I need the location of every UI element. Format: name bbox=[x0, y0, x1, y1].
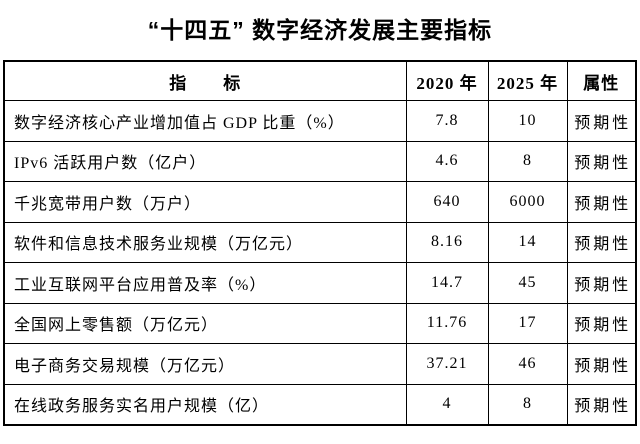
header-attribute: 属性 bbox=[566, 60, 637, 101]
table-row: 数字经济核心产业增加值占 GDP 比重（%） 7.8 10 预期性 bbox=[3, 100, 637, 142]
value-2020-cell: 14.7 bbox=[405, 262, 489, 304]
attribute-cell: 预期性 bbox=[566, 383, 637, 426]
table-row: 工业互联网平台应用普及率（%） 14.7 45 预期性 bbox=[3, 262, 637, 304]
attribute-cell: 预期性 bbox=[566, 343, 637, 385]
indicator-cell: 软件和信息技术服务业规模（万亿元） bbox=[3, 221, 407, 263]
table-row: 在线政务服务实名用户规模（亿） 4 8 预期性 bbox=[3, 383, 637, 426]
value-2025-cell: 8 bbox=[487, 140, 568, 182]
indicator-cell: 全国网上零售额（万亿元） bbox=[3, 302, 407, 344]
indicator-cell: 数字经济核心产业增加值占 GDP 比重（%） bbox=[3, 100, 407, 142]
header-2020: 2020 年 bbox=[405, 60, 489, 101]
indicators-table: 指 标 2020 年 2025 年 属性 数字经济核心产业增加值占 GDP 比重… bbox=[3, 60, 637, 426]
indicator-cell: 电子商务交易规模（万亿元） bbox=[3, 343, 407, 385]
value-2020-cell: 37.21 bbox=[405, 343, 489, 385]
value-2025-cell: 10 bbox=[487, 100, 568, 142]
value-2025-cell: 14 bbox=[487, 221, 568, 263]
attribute-cell: 预期性 bbox=[566, 221, 637, 263]
value-2020-cell: 640 bbox=[405, 181, 489, 223]
attribute-cell: 预期性 bbox=[566, 302, 637, 344]
table-row: 软件和信息技术服务业规模（万亿元） 8.16 14 预期性 bbox=[3, 221, 637, 263]
table-row: 电子商务交易规模（万亿元） 37.21 46 预期性 bbox=[3, 343, 637, 385]
header-indicator: 指 标 bbox=[3, 60, 407, 101]
attribute-cell: 预期性 bbox=[566, 181, 637, 223]
table-header-row: 指 标 2020 年 2025 年 属性 bbox=[3, 60, 637, 101]
indicator-cell: 千兆宽带用户数（万户） bbox=[3, 181, 407, 223]
value-2020-cell: 4.6 bbox=[405, 140, 489, 182]
value-2020-cell: 11.76 bbox=[405, 302, 489, 344]
value-2020-cell: 8.16 bbox=[405, 221, 489, 263]
value-2025-cell: 8 bbox=[487, 383, 568, 426]
page-title: “十四五” 数字经济发展主要指标 bbox=[147, 17, 493, 43]
value-2025-cell: 6000 bbox=[487, 181, 568, 223]
indicator-cell: 在线政务服务实名用户规模（亿） bbox=[3, 383, 407, 426]
value-2025-cell: 45 bbox=[487, 262, 568, 304]
attribute-cell: 预期性 bbox=[566, 140, 637, 182]
table-row: IPv6 活跃用户数（亿户） 4.6 8 预期性 bbox=[3, 140, 637, 182]
header-2025: 2025 年 bbox=[487, 60, 568, 101]
attribute-cell: 预期性 bbox=[566, 262, 637, 304]
indicator-cell: 工业互联网平台应用普及率（%） bbox=[3, 262, 407, 304]
value-2020-cell: 7.8 bbox=[405, 100, 489, 142]
value-2025-cell: 46 bbox=[487, 343, 568, 385]
value-2020-cell: 4 bbox=[405, 383, 489, 426]
value-2025-cell: 17 bbox=[487, 302, 568, 344]
table-row: 千兆宽带用户数（万户） 640 6000 预期性 bbox=[3, 181, 637, 223]
attribute-cell: 预期性 bbox=[566, 100, 637, 142]
table-row: 全国网上零售额（万亿元） 11.76 17 预期性 bbox=[3, 302, 637, 344]
indicator-cell: IPv6 活跃用户数（亿户） bbox=[3, 140, 407, 182]
